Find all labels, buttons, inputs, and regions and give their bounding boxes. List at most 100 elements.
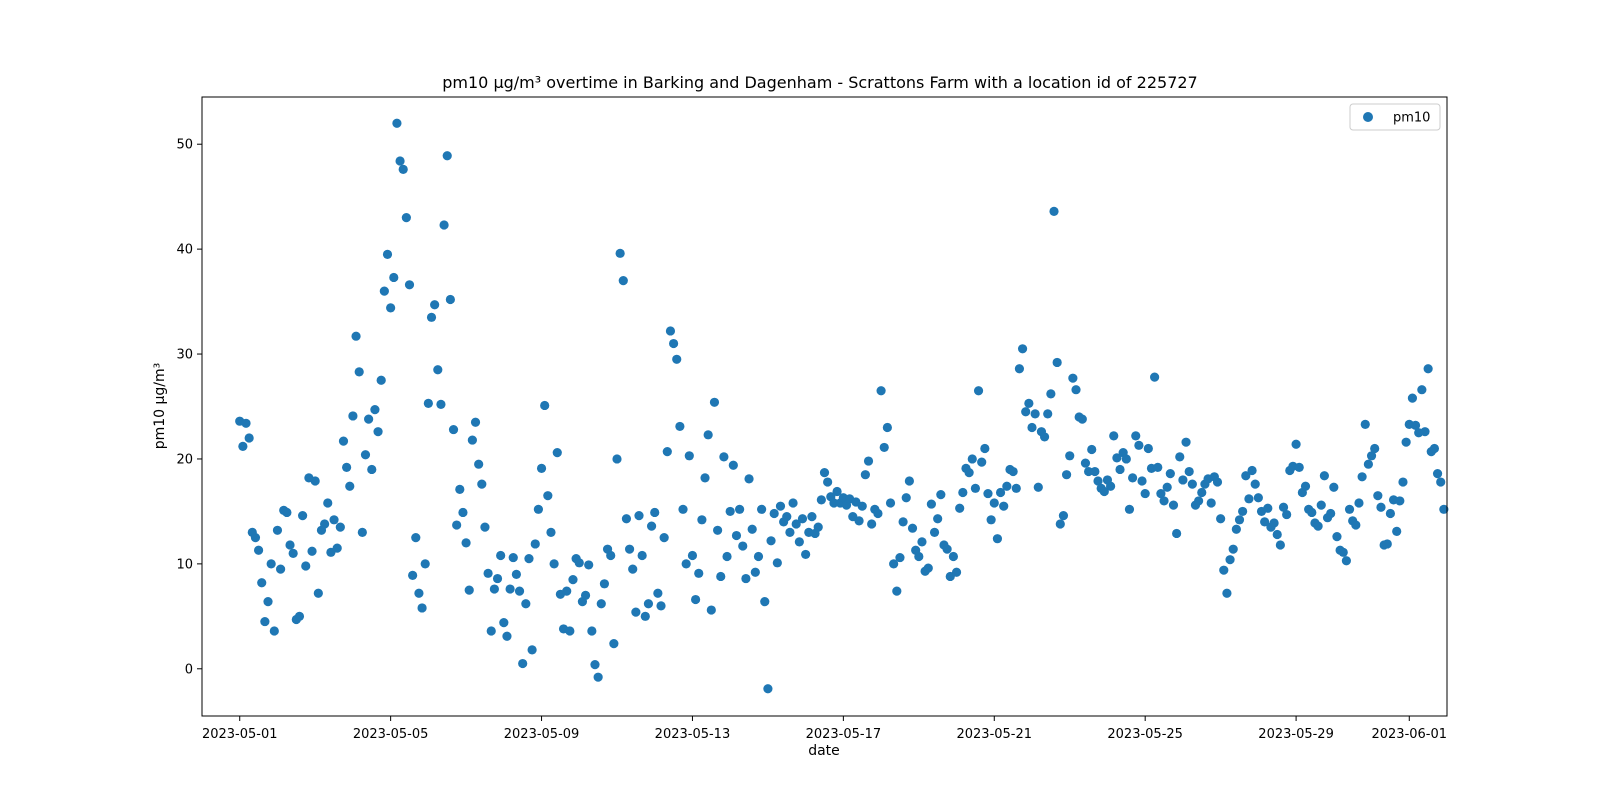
data-point	[596, 599, 606, 609]
data-point	[310, 476, 320, 486]
data-point	[1354, 498, 1364, 508]
data-point	[486, 626, 496, 636]
data-point	[646, 521, 657, 531]
data-point	[904, 476, 914, 486]
data-point	[536, 463, 547, 473]
data-point	[253, 545, 264, 555]
data-point	[983, 488, 993, 499]
data-point	[489, 584, 499, 594]
data-point	[373, 427, 383, 437]
data-point	[1112, 453, 1122, 463]
data-point	[1326, 508, 1336, 519]
data-point	[294, 611, 305, 621]
data-point	[942, 544, 952, 554]
data-point	[1109, 431, 1119, 441]
data-point	[420, 559, 430, 569]
data-point	[917, 537, 927, 547]
data-point	[892, 586, 902, 596]
data-point	[313, 588, 323, 598]
data-point	[474, 459, 484, 469]
data-point	[653, 588, 663, 598]
data-point	[1363, 459, 1373, 469]
data-point	[430, 300, 440, 310]
data-point	[1313, 521, 1323, 531]
data-point	[367, 464, 377, 475]
data-point	[533, 504, 544, 514]
data-point	[408, 570, 418, 581]
data-point	[907, 523, 918, 533]
data-point	[401, 213, 411, 223]
data-point	[263, 597, 273, 607]
data-point	[511, 569, 521, 579]
data-point	[329, 515, 339, 525]
data-point	[282, 507, 292, 518]
data-point	[691, 594, 701, 605]
data-point	[379, 286, 389, 296]
data-point	[1244, 494, 1254, 504]
data-point	[1137, 476, 1147, 486]
data-point	[1143, 443, 1153, 454]
data-point	[574, 558, 584, 568]
y-axis-label: pm10 µg/m³	[152, 363, 168, 450]
data-point	[1131, 431, 1141, 441]
x-tick-label: 2023-05-21	[956, 727, 1032, 742]
data-point	[1043, 409, 1053, 419]
data-point	[977, 457, 987, 467]
data-point	[1061, 470, 1072, 480]
data-point	[713, 525, 723, 535]
data-point	[599, 579, 610, 589]
data-point	[1115, 464, 1125, 475]
data-point	[1420, 427, 1430, 437]
data-point	[1008, 466, 1018, 477]
data-point	[1049, 206, 1059, 216]
legend-box	[1349, 103, 1441, 131]
y-tick-label: 30	[176, 348, 193, 363]
data-point	[1134, 440, 1144, 450]
data-point	[766, 536, 776, 546]
data-point	[502, 631, 512, 641]
data-point	[829, 498, 839, 508]
data-point	[1407, 393, 1418, 403]
data-point	[411, 533, 421, 543]
data-point	[618, 276, 628, 286]
data-point	[873, 508, 883, 519]
data-point	[794, 537, 804, 547]
data-point	[1263, 503, 1273, 513]
data-point	[785, 527, 795, 538]
data-point	[433, 365, 443, 375]
data-point	[1247, 465, 1257, 476]
data-point	[552, 448, 562, 458]
data-point	[1357, 472, 1367, 482]
data-point	[631, 607, 641, 617]
data-point	[1175, 452, 1185, 462]
data-point	[760, 597, 770, 607]
data-point	[1021, 407, 1031, 417]
data-point	[1385, 508, 1396, 519]
data-point	[527, 645, 537, 655]
data-point	[1260, 517, 1270, 527]
data-point	[1128, 473, 1138, 483]
data-point	[266, 559, 276, 569]
data-point	[1052, 357, 1062, 368]
data-point	[791, 519, 801, 529]
data-point	[1068, 373, 1078, 383]
data-point	[540, 400, 550, 411]
data-point	[357, 527, 367, 538]
data-point	[741, 573, 751, 584]
data-point	[819, 468, 830, 478]
data-point	[461, 538, 471, 548]
data-point	[483, 568, 493, 578]
data-point	[1275, 540, 1285, 550]
data-point	[285, 540, 295, 550]
data-point	[656, 601, 666, 611]
data-point	[1344, 504, 1355, 514]
data-point	[565, 626, 575, 636]
data-point	[1197, 487, 1207, 498]
data-point	[307, 546, 317, 556]
data-point	[823, 477, 833, 487]
x-tick-label: 2023-05-09	[504, 727, 580, 742]
data-point	[505, 584, 515, 594]
data-point	[612, 454, 622, 464]
data-point	[1319, 471, 1329, 481]
data-point	[948, 551, 959, 562]
